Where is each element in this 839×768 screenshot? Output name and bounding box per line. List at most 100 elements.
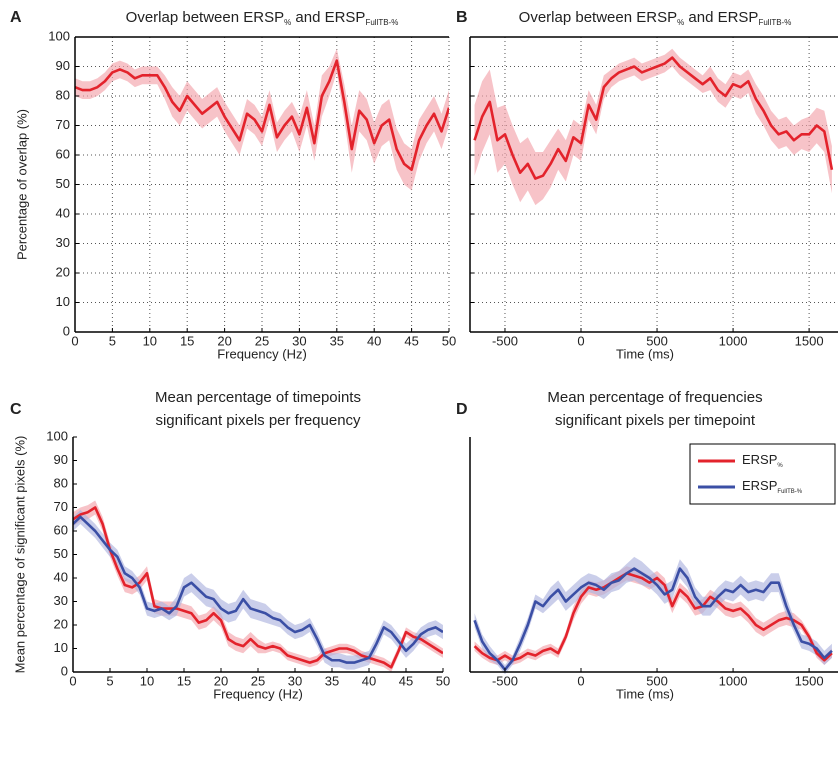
panel: B Overlap between ERSP% and ERSPFullTB-% -… bbox=[456, 9, 838, 361]
x-axis-label: Frequency (Hz) bbox=[213, 686, 303, 701]
y-tick-label: 50 bbox=[54, 546, 68, 561]
x-tick-label: 45 bbox=[404, 333, 418, 348]
y-tick-label: 0 bbox=[63, 323, 70, 338]
panel: D Mean percentage of frequencies significa… bbox=[456, 389, 838, 701]
y-tick-label: 70 bbox=[54, 499, 68, 514]
legend-sub: FullTB-% bbox=[777, 489, 802, 495]
plot-area bbox=[73, 500, 443, 672]
x-tick-label: 25 bbox=[255, 333, 269, 348]
line bbox=[473, 567, 833, 671]
x-tick-label: 15 bbox=[177, 673, 191, 688]
legend-name: ERSP bbox=[742, 478, 777, 493]
x-tick-label: 10 bbox=[143, 333, 157, 348]
legend-label: ERSP% bbox=[742, 452, 783, 468]
line bbox=[73, 506, 443, 669]
panel-label: B bbox=[456, 9, 468, 26]
y-tick-label: 60 bbox=[54, 522, 68, 537]
x-tick-label: 1500 bbox=[795, 333, 824, 348]
legend-sub: % bbox=[777, 463, 783, 469]
x-tick-label: 50 bbox=[442, 333, 456, 348]
x-tick-label: -500 bbox=[492, 333, 518, 348]
title-part: FullTB-% bbox=[365, 18, 398, 27]
x-tick-label: 500 bbox=[646, 333, 668, 348]
y-tick-label: 50 bbox=[56, 176, 70, 191]
x-tick-label: 20 bbox=[217, 333, 231, 348]
x-tick-label: 15 bbox=[180, 333, 194, 348]
y-tick-label: 90 bbox=[54, 452, 68, 467]
line bbox=[473, 56, 834, 180]
y-tick-label: 80 bbox=[54, 475, 68, 490]
plot-area bbox=[75, 48, 449, 191]
x-tick-label: 10 bbox=[140, 673, 154, 688]
y-tick-label: 40 bbox=[54, 569, 68, 584]
panel-label: A bbox=[10, 9, 22, 26]
legend-box bbox=[689, 443, 836, 505]
x-tick-label: 30 bbox=[292, 333, 306, 348]
error-band bbox=[474, 48, 832, 206]
panel: A Overlap between ERSP% and ERSPFullTB-% 0… bbox=[10, 9, 456, 361]
y-tick-label: 90 bbox=[56, 58, 70, 73]
chart-title: significant pixels per timepoint bbox=[555, 412, 756, 429]
y-tick-label: 40 bbox=[56, 205, 70, 220]
plot-area bbox=[473, 556, 833, 674]
x-tick-label: 45 bbox=[399, 673, 413, 688]
x-tick-label: 5 bbox=[109, 333, 116, 348]
y-axis-label: Percentage of overlap (%) bbox=[14, 109, 29, 260]
panel-label: D bbox=[456, 401, 468, 418]
y-tick-label: 10 bbox=[56, 294, 70, 309]
chart-title: Overlap between ERSP% and ERSPFullTB-% bbox=[519, 9, 792, 27]
x-tick-label: 25 bbox=[251, 673, 265, 688]
y-tick-label: 20 bbox=[56, 264, 70, 279]
x-tick-label: 0 bbox=[577, 673, 584, 688]
x-tick-label: 0 bbox=[71, 333, 78, 348]
x-tick-label: 1000 bbox=[719, 673, 748, 688]
y-tick-label: 100 bbox=[46, 428, 68, 443]
y-tick-label: 20 bbox=[54, 616, 68, 631]
title-part: and ERSP bbox=[684, 9, 758, 26]
x-axis-label: Time (ms) bbox=[616, 686, 674, 701]
plot-area bbox=[473, 48, 834, 206]
y-tick-label: 100 bbox=[48, 28, 70, 43]
y-tick-label: 60 bbox=[56, 146, 70, 161]
y-tick-label: 80 bbox=[56, 87, 70, 102]
x-tick-label: 1500 bbox=[795, 673, 824, 688]
title-part: % bbox=[677, 18, 684, 27]
chart-title: significant pixels per frequency bbox=[155, 412, 361, 429]
x-tick-label: 40 bbox=[362, 673, 376, 688]
line bbox=[75, 59, 449, 172]
x-axis-label: Frequency (Hz) bbox=[217, 346, 307, 361]
x-axis-label: Time (ms) bbox=[616, 346, 674, 361]
x-tick-label: 1000 bbox=[719, 333, 748, 348]
x-tick-label: 0 bbox=[577, 333, 584, 348]
error-band bbox=[73, 509, 443, 670]
y-tick-label: 70 bbox=[56, 117, 70, 132]
legend-label: ERSPFullTB-% bbox=[742, 478, 803, 494]
panel-label: C bbox=[10, 401, 22, 418]
chart-title: Mean percentage of timepoints bbox=[155, 389, 361, 406]
x-tick-label: -500 bbox=[492, 673, 518, 688]
legend: ERSP% ERSPFullTB-% bbox=[689, 443, 836, 505]
title-part: and ERSP bbox=[291, 9, 365, 26]
error-band bbox=[75, 48, 449, 191]
chart-title: Overlap between ERSP% and ERSPFullTB-% bbox=[126, 9, 399, 27]
title-part: Overlap between ERSP bbox=[126, 9, 284, 26]
x-tick-label: 30 bbox=[288, 673, 302, 688]
y-tick-label: 0 bbox=[61, 663, 68, 678]
x-tick-label: 50 bbox=[436, 673, 450, 688]
x-tick-label: 0 bbox=[69, 673, 76, 688]
y-tick-label: 30 bbox=[54, 593, 68, 608]
x-tick-label: 20 bbox=[214, 673, 228, 688]
y-axis-label: Mean percentage of significant pixels (%… bbox=[12, 436, 27, 674]
title-part: % bbox=[284, 18, 291, 27]
x-tick-label: 5 bbox=[106, 673, 113, 688]
title-part: Overlap between ERSP bbox=[519, 9, 677, 26]
x-tick-label: 40 bbox=[367, 333, 381, 348]
x-tick-label: 35 bbox=[325, 673, 339, 688]
y-tick-label: 10 bbox=[54, 640, 68, 655]
x-tick-label: 500 bbox=[646, 673, 668, 688]
x-tick-label: 35 bbox=[330, 333, 344, 348]
panel: C Mean percentage of timepoints significan… bbox=[10, 389, 450, 701]
chart-title: Mean percentage of frequencies bbox=[547, 389, 762, 406]
